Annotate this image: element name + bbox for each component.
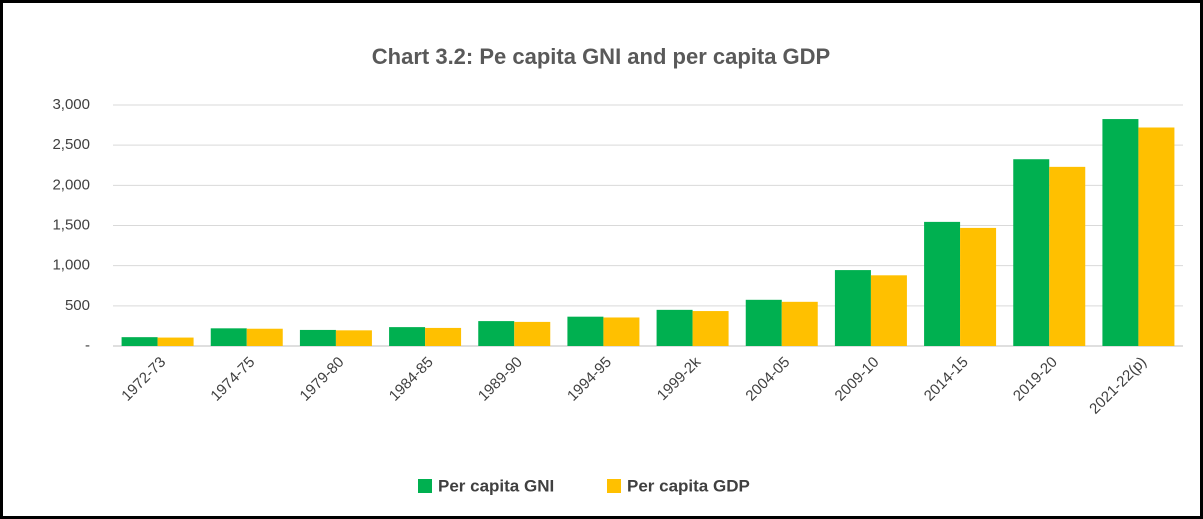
y-tick-label: 1,000 [52, 257, 90, 274]
bar [335, 330, 372, 346]
y-tick-label: 2,500 [52, 136, 90, 153]
bar [389, 327, 426, 346]
bar [425, 327, 462, 346]
legend-label: Per capita GNI [438, 476, 554, 495]
bar [121, 337, 158, 346]
bar [1013, 159, 1050, 346]
bar [157, 337, 194, 346]
bar [781, 301, 818, 346]
bar [514, 321, 551, 346]
y-tick-label: 3,000 [52, 96, 90, 113]
bar [567, 316, 604, 346]
bar [745, 299, 782, 346]
bar [834, 270, 871, 346]
bar [692, 311, 729, 346]
y-tick-label: 500 [65, 297, 90, 314]
bar [1049, 166, 1086, 346]
legend-swatch [607, 479, 621, 493]
bar [656, 309, 693, 346]
bar [870, 275, 907, 346]
bar [246, 328, 283, 346]
bar [924, 221, 961, 346]
bar [960, 227, 997, 346]
bar [478, 321, 515, 346]
bar [299, 329, 336, 346]
y-tick-label: 2,000 [52, 176, 90, 193]
legend-swatch [418, 479, 432, 493]
bar [603, 317, 640, 346]
bar [210, 328, 247, 346]
legend-label: Per capita GDP [627, 476, 750, 495]
y-tick-label: 1,500 [52, 216, 90, 233]
y-tick-label: - [85, 337, 90, 354]
bar [1102, 119, 1139, 346]
chart-title: Chart 3.2: Pe capita GNI and per capita … [372, 44, 830, 69]
bar [1138, 127, 1175, 346]
